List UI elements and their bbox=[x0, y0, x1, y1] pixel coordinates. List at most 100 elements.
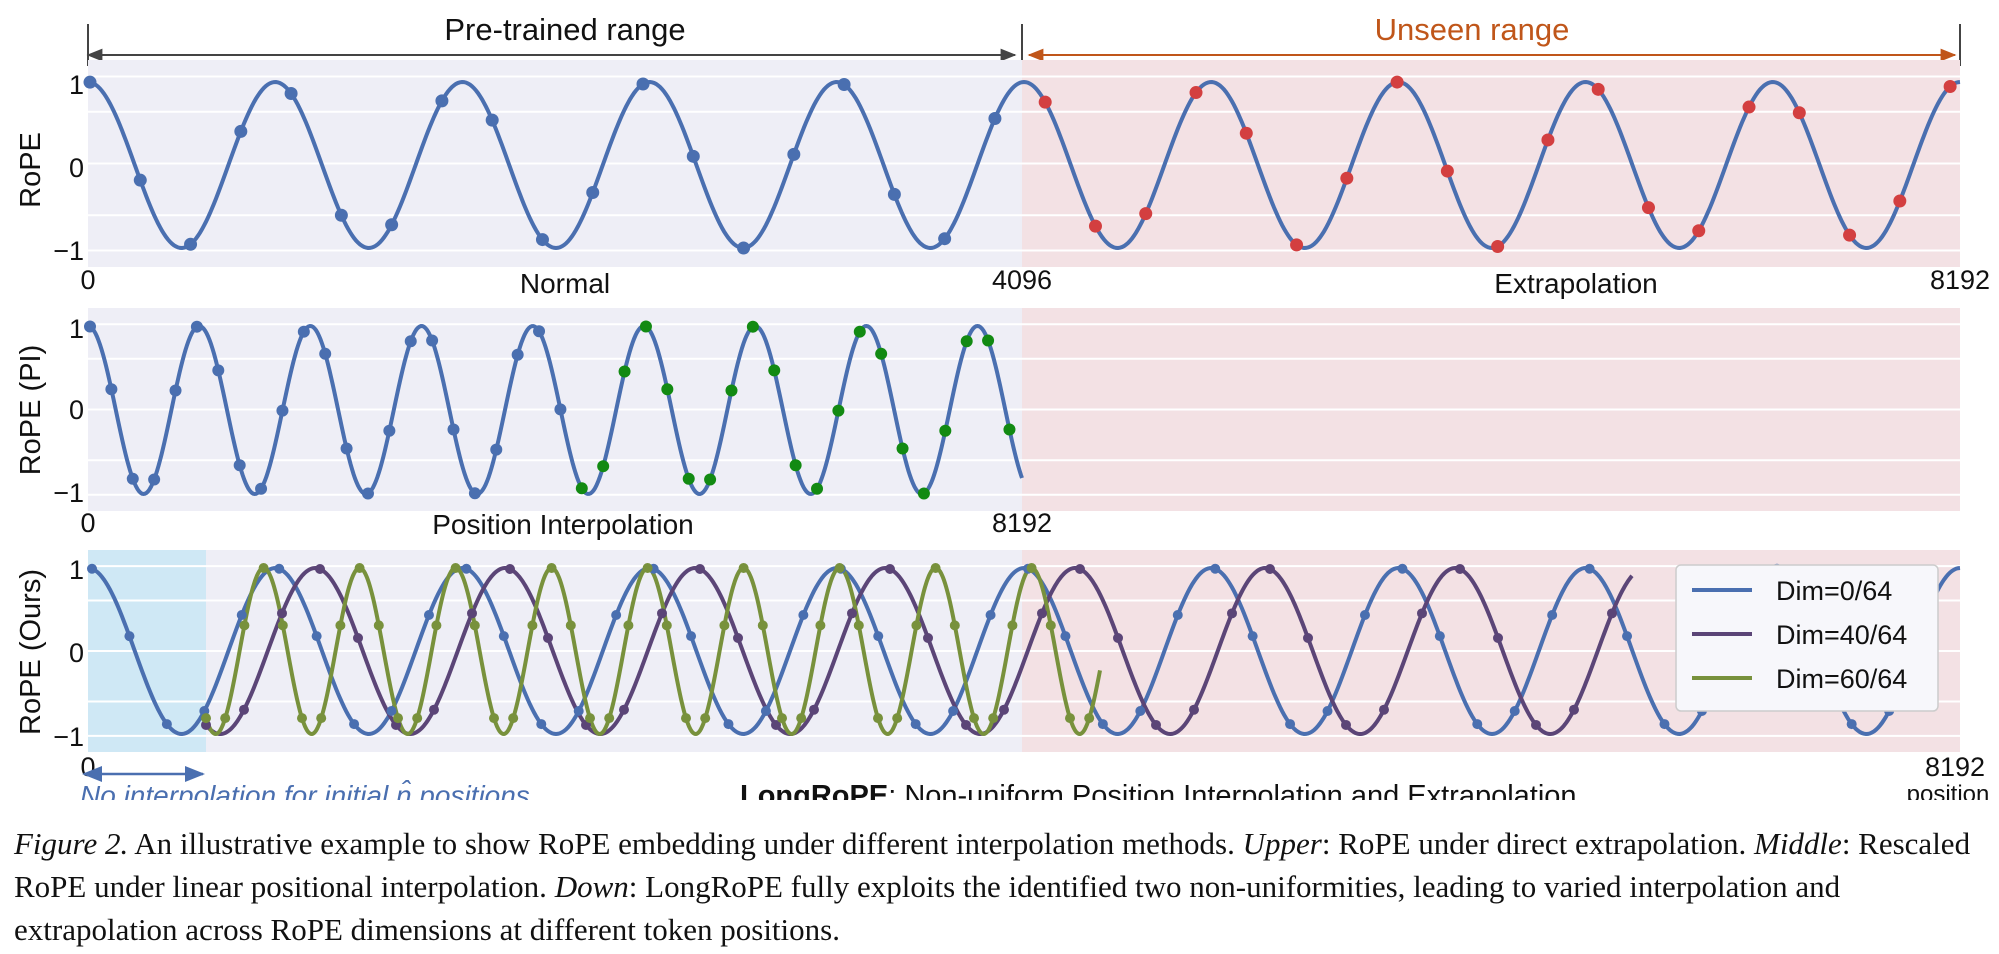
data-point bbox=[885, 564, 895, 575]
data-point bbox=[757, 620, 768, 631]
data-point bbox=[311, 631, 322, 642]
data-point bbox=[1172, 610, 1183, 621]
data-point bbox=[896, 442, 909, 455]
data-point bbox=[796, 713, 807, 724]
legend-label-dim40: Dim=40/64 bbox=[1776, 620, 1907, 650]
data-point bbox=[1531, 719, 1541, 730]
legend-box bbox=[1675, 564, 1939, 712]
data-point bbox=[930, 563, 941, 573]
data-point bbox=[686, 631, 697, 642]
data-point bbox=[201, 713, 211, 724]
data-point bbox=[461, 563, 472, 574]
data-point bbox=[1003, 423, 1016, 436]
data-point bbox=[636, 77, 650, 91]
data-point bbox=[340, 442, 353, 455]
data-point bbox=[719, 620, 730, 631]
data-point bbox=[190, 320, 203, 333]
data-point bbox=[276, 404, 289, 417]
data-point bbox=[988, 713, 999, 724]
data-point bbox=[1340, 171, 1354, 185]
data-point bbox=[1569, 704, 1579, 715]
data-point bbox=[239, 704, 249, 715]
data-point bbox=[1135, 706, 1146, 717]
data-point bbox=[385, 218, 399, 232]
data-point bbox=[353, 633, 363, 644]
data-point bbox=[565, 620, 576, 631]
data-point bbox=[373, 620, 384, 631]
data-point bbox=[505, 564, 515, 575]
data-point bbox=[1151, 719, 1161, 730]
data-point bbox=[1322, 706, 1333, 717]
panel-upper-ytick-neg1: −1 bbox=[53, 236, 84, 266]
data-point bbox=[233, 459, 246, 472]
data-point bbox=[255, 482, 268, 495]
panel-middle-ytick-1: 1 bbox=[69, 314, 84, 344]
data-point bbox=[334, 208, 348, 222]
longrope-title-rest: : Non-uniform Position Interpolation and… bbox=[888, 780, 1576, 800]
panel-middle: RoPE (PI) 1 0 −1 0 8192 Position Interpo… bbox=[15, 308, 1960, 540]
data-point bbox=[467, 608, 477, 619]
data-point bbox=[258, 563, 269, 573]
data-point bbox=[887, 187, 901, 201]
panel-lower: RoPE (Ours) 1 0 −1 0 8192 position Dim=0… bbox=[15, 550, 1989, 800]
panel-upper-grid bbox=[88, 75, 1960, 252]
data-point bbox=[489, 713, 499, 724]
data-point bbox=[597, 460, 610, 473]
data-point bbox=[105, 383, 118, 396]
data-point bbox=[789, 459, 802, 472]
data-point bbox=[733, 633, 743, 644]
panel-middle-ytick-0: 0 bbox=[69, 395, 84, 425]
data-point bbox=[1742, 100, 1756, 114]
data-point bbox=[1285, 719, 1296, 730]
data-point bbox=[447, 423, 460, 436]
rope-figure: Pre-trained range Unseen range RoPE 1 0 … bbox=[15, 12, 1990, 800]
data-point bbox=[938, 232, 952, 246]
data-point bbox=[536, 719, 547, 730]
data-point bbox=[661, 383, 674, 396]
caption-middle-label: Middle bbox=[1754, 826, 1842, 861]
data-point bbox=[1622, 631, 1633, 642]
data-point bbox=[1434, 631, 1445, 642]
data-point bbox=[1493, 633, 1503, 644]
data-point bbox=[1239, 126, 1253, 140]
data-point bbox=[873, 631, 884, 642]
data-point bbox=[873, 713, 883, 724]
panel-lower-markers bbox=[87, 563, 1932, 730]
data-point bbox=[1607, 608, 1617, 619]
data-point bbox=[619, 704, 629, 715]
data-point bbox=[316, 713, 327, 724]
panel-upper-xtick-0: 0 bbox=[80, 265, 95, 295]
data-point bbox=[811, 482, 824, 495]
data-point bbox=[911, 620, 922, 631]
data-point bbox=[1491, 240, 1505, 254]
pretrained-range-label: Pre-trained range bbox=[444, 12, 685, 47]
data-point bbox=[124, 631, 135, 642]
data-point bbox=[133, 173, 147, 187]
panel-lower-ylabel: RoPE (Ours) bbox=[15, 569, 47, 735]
data-point bbox=[1390, 75, 1404, 89]
data-point bbox=[1591, 82, 1605, 96]
data-point bbox=[832, 404, 845, 417]
data-point bbox=[1440, 164, 1454, 178]
data-point bbox=[426, 334, 439, 347]
data-point bbox=[787, 147, 801, 161]
data-point bbox=[737, 241, 751, 255]
data-point bbox=[527, 620, 538, 631]
data-point bbox=[1065, 713, 1075, 724]
data-point bbox=[1084, 713, 1095, 724]
caption-middle-text: : Rescaled RoPE under linear positional … bbox=[14, 826, 1971, 904]
data-point bbox=[704, 473, 717, 486]
panel-upper-xtick-4096: 4096 bbox=[992, 265, 1052, 295]
data-point bbox=[1007, 620, 1018, 631]
data-point bbox=[1227, 608, 1237, 619]
data-point bbox=[875, 347, 888, 360]
data-point bbox=[949, 620, 960, 631]
data-point bbox=[554, 403, 567, 416]
data-point bbox=[429, 704, 439, 715]
data-point bbox=[815, 620, 826, 631]
data-point bbox=[642, 563, 653, 573]
data-point bbox=[297, 713, 307, 724]
data-point bbox=[700, 713, 711, 724]
panel-upper-ytick-0: 0 bbox=[69, 153, 84, 183]
caption-upper-label: Upper bbox=[1242, 826, 1322, 861]
